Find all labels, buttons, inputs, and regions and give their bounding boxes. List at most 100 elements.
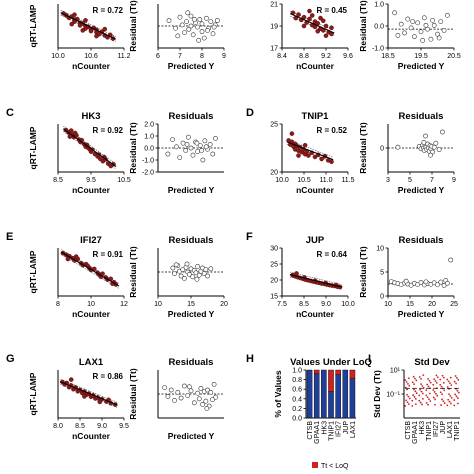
panel-h-bar-above bbox=[321, 369, 327, 419]
panel-a-r-value: R = 0.72 bbox=[93, 6, 124, 15]
panel-g-xtick-label: 9.0 bbox=[97, 423, 107, 430]
panel-a-res-point bbox=[208, 19, 214, 24]
panel-e-r-value: R = 0.91 bbox=[93, 250, 124, 259]
panel-c-res-point bbox=[197, 143, 203, 148]
panel-e-res-point bbox=[172, 271, 177, 276]
panel-h-ytick-label: 0.0 bbox=[292, 416, 302, 423]
panel-a-res-point bbox=[211, 24, 217, 30]
panel-e-point bbox=[73, 254, 79, 259]
panel-g-r-value: R = 0.86 bbox=[93, 372, 124, 381]
panel-g-res-point bbox=[162, 385, 167, 390]
panel-c-res-point bbox=[203, 144, 209, 150]
panel-h-category-label: JUP bbox=[343, 421, 350, 435]
panel-a-res-point bbox=[205, 27, 210, 33]
panel-b-point bbox=[307, 8, 312, 14]
panel-a-res-point bbox=[179, 22, 185, 28]
panel-i-point bbox=[446, 404, 449, 407]
panel-e-res-point bbox=[208, 266, 214, 272]
panel-i-point bbox=[442, 400, 445, 403]
panel-label-g: G bbox=[6, 353, 15, 365]
panel-i-point bbox=[435, 374, 438, 377]
panel-i-point bbox=[414, 377, 416, 380]
panel-b-res-xtick-label: 20.5 bbox=[447, 53, 461, 60]
panel-f-ytick-label: 25 bbox=[270, 262, 278, 269]
panel-h-bar-under bbox=[335, 369, 341, 376]
panel-i-point bbox=[411, 399, 414, 402]
panel-a-res-point bbox=[188, 13, 194, 19]
panel-c-xtick-label: 9.5 bbox=[86, 177, 96, 184]
panel-d-res-xtick-label: 3 bbox=[386, 177, 390, 184]
panel-h-bar-under bbox=[328, 369, 334, 392]
panel-g-res-point bbox=[204, 405, 210, 411]
panel-c-res-point bbox=[180, 140, 186, 146]
panel-a-res-point bbox=[197, 16, 203, 22]
panel-i-point bbox=[449, 402, 452, 405]
panel-i-point bbox=[425, 401, 428, 404]
panel-g-res-point bbox=[172, 397, 177, 403]
panel-c-res-point bbox=[188, 145, 194, 151]
panel-c-res-point bbox=[184, 141, 190, 147]
panel-i-point bbox=[421, 403, 423, 406]
panel-e-res-point bbox=[184, 261, 190, 267]
panel-b-res-point bbox=[392, 10, 397, 16]
panel-i-point bbox=[450, 396, 453, 399]
panel-f-res-point bbox=[418, 280, 424, 285]
panel-i-point bbox=[406, 401, 409, 404]
panel-b-point bbox=[329, 25, 334, 31]
panel-label-i: I bbox=[368, 353, 371, 365]
panel-f-xtick-label: 8.5 bbox=[299, 301, 309, 308]
panel-e-res-point bbox=[193, 270, 199, 276]
panel-d-res-point bbox=[428, 152, 433, 158]
panel-c-res-point bbox=[190, 152, 196, 158]
panel-f-r-value: R = 0.64 bbox=[317, 250, 348, 259]
panel-e-res-ylabel: Residual (Tt) bbox=[128, 246, 138, 298]
panel-i-ytick-label: 10¹ bbox=[390, 368, 401, 375]
panel-e-res-xlabel: Predicted Y bbox=[168, 309, 215, 319]
panel-d-res-ytick-label: 0 bbox=[380, 146, 384, 153]
panel-i-point bbox=[425, 389, 428, 391]
panel-f-res-ytick-label: 0 bbox=[380, 294, 384, 301]
panel-i-point bbox=[442, 376, 445, 379]
panel-b-ytick-label: 17 bbox=[270, 46, 278, 53]
panel-d-fit-line bbox=[286, 141, 334, 161]
panel-d-ytick-label: 25 bbox=[270, 122, 278, 129]
panel-a-res-point bbox=[166, 18, 172, 23]
panel-i-point bbox=[439, 383, 442, 386]
panel-i-point bbox=[415, 392, 418, 395]
panel-b-point bbox=[307, 16, 312, 22]
panel-a-res-point bbox=[184, 19, 189, 24]
panel-g-res-title: Residuals bbox=[169, 357, 214, 368]
panel-i-point bbox=[411, 405, 414, 407]
panel-a-res-point bbox=[175, 33, 181, 39]
panel-d-xlabel: nCounter bbox=[296, 185, 334, 195]
panel-c-r-value: R = 0.92 bbox=[93, 126, 124, 135]
panel-i-point bbox=[456, 397, 459, 400]
panel-i-category-label: TNIP1 bbox=[454, 421, 461, 441]
panel-i-point bbox=[429, 381, 432, 384]
panel-c-res-point bbox=[183, 147, 189, 153]
panel-a-res-xlabel: Predicted Y bbox=[168, 61, 215, 71]
panel-i-point bbox=[428, 398, 430, 401]
panel-label-e: E bbox=[6, 231, 13, 243]
panel-b-res-ylabel: Residual (Tt) bbox=[358, 0, 368, 52]
panel-b-res-xlabel: Predicted Y bbox=[398, 61, 445, 71]
panel-b-xtick-label: 8.8 bbox=[299, 53, 309, 60]
panel-i-point bbox=[408, 397, 411, 400]
panel-c-res-point bbox=[195, 149, 200, 154]
panel-g-res-point bbox=[200, 401, 205, 407]
panel-h-legend-label: Tt < LoQ bbox=[321, 463, 349, 470]
panel-i-point bbox=[405, 399, 408, 402]
panel-i-point bbox=[418, 376, 421, 378]
panel-b-point bbox=[318, 15, 323, 21]
panel-d-res-point bbox=[431, 144, 437, 150]
panel-a-res-point bbox=[190, 32, 196, 38]
panel-a-point bbox=[69, 21, 75, 27]
panel-a-res-point bbox=[181, 30, 187, 35]
panel-c-res-xlabel: Predicted Y bbox=[168, 185, 215, 195]
panel-i-point bbox=[453, 380, 456, 383]
panel-g-res-point bbox=[175, 389, 181, 395]
panel-a-res-point bbox=[173, 25, 178, 31]
panel-i-point bbox=[454, 393, 457, 396]
panel-f-res-point bbox=[435, 282, 440, 288]
